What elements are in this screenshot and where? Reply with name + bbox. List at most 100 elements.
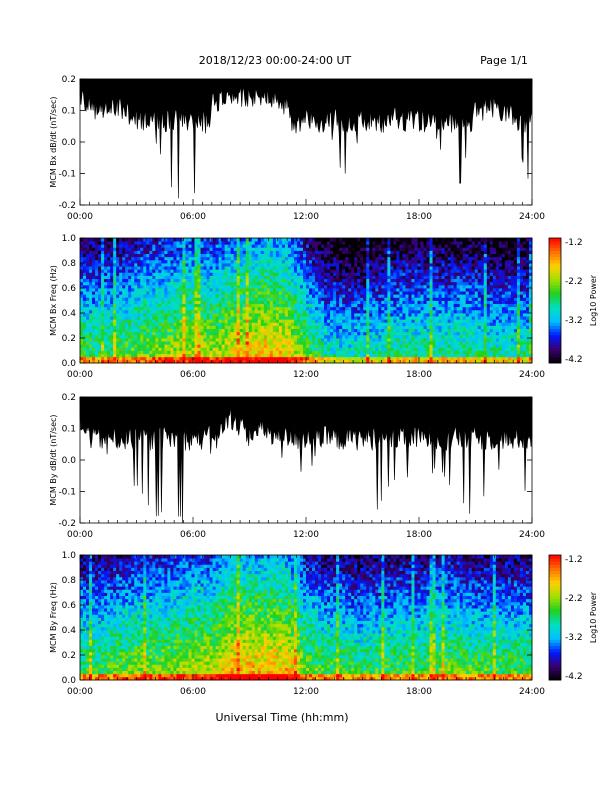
spectrogram-cell	[257, 359, 262, 364]
spectrogram-cell	[98, 272, 102, 276]
spectrogram-cell	[158, 294, 162, 298]
spectrogram-cell	[230, 334, 235, 339]
spectrogram-cell	[83, 263, 87, 267]
spectrogram-cell	[366, 241, 370, 245]
spectrogram-cell	[236, 259, 241, 264]
spectrogram-cell	[251, 247, 256, 251]
spectrogram-cell	[95, 275, 99, 280]
spectrogram-cell	[369, 263, 373, 267]
spectrogram-cell	[435, 259, 439, 264]
spectrogram-cell	[119, 288, 123, 292]
spectrogram-cell	[336, 347, 340, 351]
spectrogram-cell	[110, 281, 114, 286]
spectrogram-cell	[423, 238, 427, 242]
spectrogram-cell	[179, 297, 183, 301]
spectrogram-cell	[173, 244, 177, 248]
spectrogram-cell	[176, 353, 180, 358]
spectrogram-cell	[327, 247, 331, 251]
spectrogram-cell	[441, 238, 446, 242]
spectrogram-cell	[242, 291, 247, 295]
spectrogram-cell	[342, 266, 346, 270]
spectrogram-cell	[119, 247, 123, 251]
spectrogram-cell	[209, 300, 213, 305]
spectrogram-cell	[302, 256, 307, 261]
spectrogram-cell	[95, 244, 99, 248]
spectrogram-cell	[164, 306, 168, 311]
spectrogram-cell	[245, 300, 250, 305]
spectrogram-cell	[119, 331, 123, 336]
spectrogram-cell	[248, 341, 253, 345]
spectrogram-cell	[438, 334, 442, 339]
spectrogram-cell	[122, 359, 126, 364]
spectrogram-cell	[125, 244, 129, 248]
spectrogram-cell	[417, 269, 421, 273]
spectrogram-cell	[321, 253, 325, 258]
spectrogram-cell	[248, 306, 253, 311]
spectrogram-cell	[188, 284, 192, 289]
spectrogram-cell	[393, 253, 397, 258]
spectrogram-cell	[312, 291, 316, 295]
spectrogram-cell	[164, 334, 168, 339]
spectrogram-cell	[122, 247, 126, 251]
spectrogram-cell	[309, 356, 313, 361]
spectrogram-cell	[287, 244, 292, 248]
spectrogram-cell	[378, 278, 382, 283]
spectrogram-cell	[137, 272, 141, 276]
spectrogram-cell	[83, 325, 87, 330]
spectrogram-cell	[101, 241, 105, 245]
spectrogram-cell	[119, 256, 123, 261]
spectrogram-cell	[363, 288, 367, 292]
spectrogram-cell	[420, 266, 424, 270]
spectrogram-cell	[369, 331, 373, 336]
spectrogram-cell	[134, 347, 138, 351]
spectrogram-cell	[339, 359, 343, 364]
spectrogram-cell	[257, 328, 262, 333]
spectrogram-cell	[188, 353, 192, 358]
spectrogram-cell	[209, 294, 213, 298]
spectrogram-cell	[306, 306, 310, 311]
spectrogram-cell	[83, 334, 87, 339]
spectrogram-cell	[327, 331, 331, 336]
spectrogram-cell	[260, 353, 265, 358]
spectrogram-cell	[233, 291, 238, 295]
spectrogram-cell	[80, 259, 84, 264]
spectrogram-cell	[263, 322, 268, 326]
spectrogram-cell	[429, 347, 433, 351]
spectrogram-cell	[248, 338, 253, 342]
spectrogram-cell	[369, 309, 373, 314]
spectrogram-cell	[306, 269, 310, 273]
spectrogram-cell	[191, 306, 195, 311]
spectrogram-cell	[348, 331, 352, 336]
spectrogram-cell	[275, 278, 280, 283]
spectrogram-cell	[426, 272, 430, 276]
spectrogram-cell	[260, 244, 265, 248]
spectrogram-cell	[296, 244, 301, 248]
spectrogram-cell	[302, 291, 307, 295]
spectrogram-cell	[396, 322, 400, 326]
spectrogram-cell	[269, 303, 274, 308]
spectrogram-cell	[429, 297, 433, 301]
spectrogram-cell	[119, 244, 123, 248]
spectrogram-cell	[342, 247, 346, 251]
spectrogram-cell	[131, 353, 135, 358]
spectrogram-cell	[375, 241, 379, 245]
spectrogram-cell	[414, 331, 418, 336]
spectrogram-cell	[104, 303, 108, 308]
spectrogram-cell	[179, 288, 183, 292]
spectrogram-cell	[122, 284, 126, 289]
spectrogram-cell	[327, 272, 331, 276]
spectrogram-cell	[245, 272, 250, 276]
spectrogram-cell	[266, 288, 271, 292]
spectrogram-cell	[387, 328, 391, 333]
spectrogram-cell	[107, 263, 111, 267]
spectrogram-cell	[155, 309, 159, 314]
spectrogram-cell	[330, 263, 334, 267]
spectrogram-cell	[296, 350, 301, 355]
spectrogram-cell	[369, 294, 373, 298]
spectrogram-cell	[318, 350, 322, 355]
spectrogram-cell	[98, 259, 102, 264]
spectrogram-cell	[302, 303, 307, 308]
spectrogram-cell	[287, 338, 292, 342]
spectrogram-cell	[309, 259, 313, 264]
spectrogram-cell	[414, 269, 418, 273]
